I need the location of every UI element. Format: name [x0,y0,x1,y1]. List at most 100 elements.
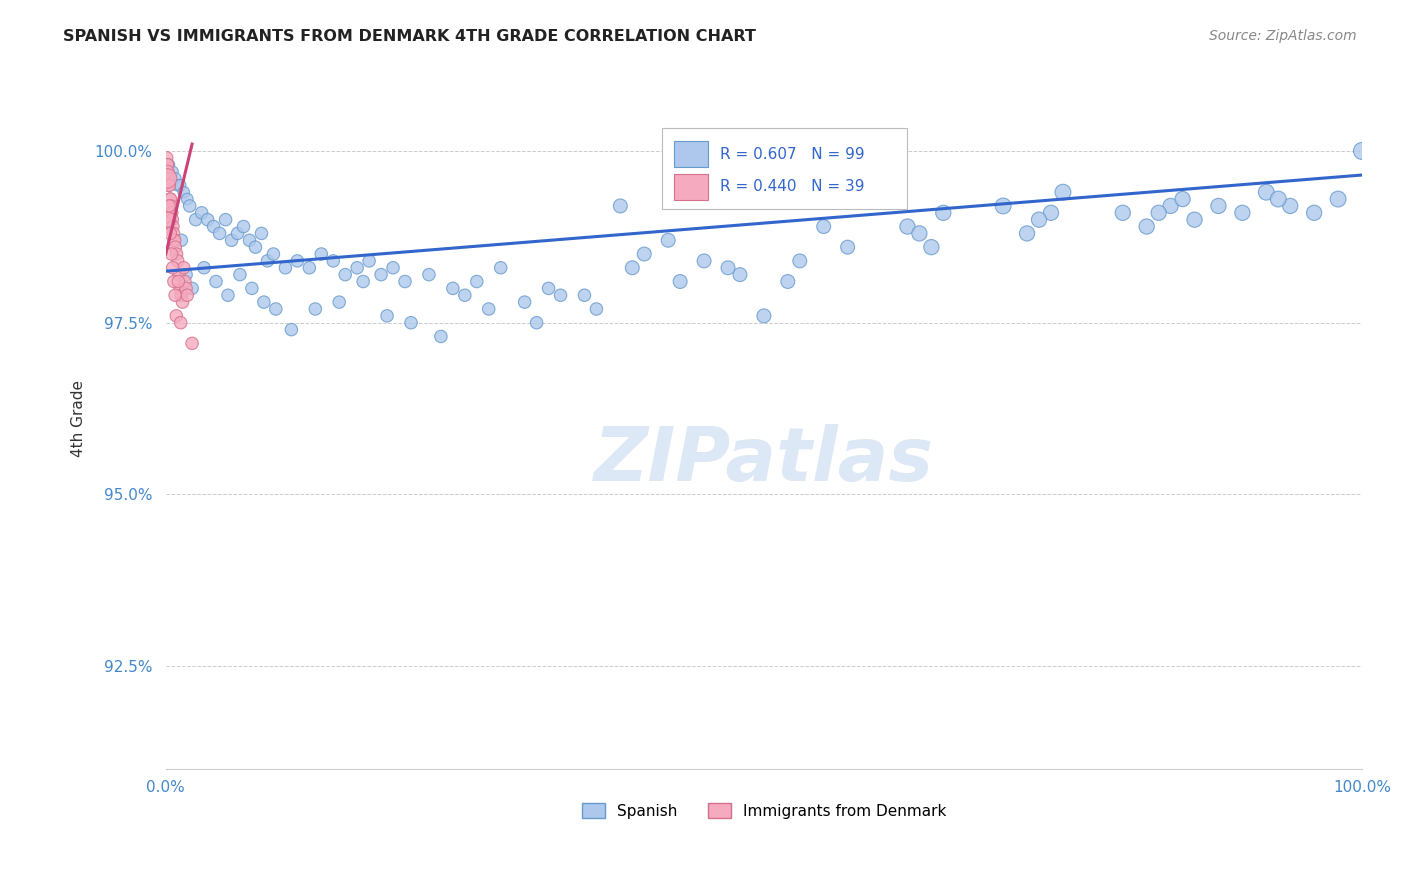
Point [214,212,236,227]
Point [280,323,302,337]
Point [352,275,374,289]
Point [359,253,381,268]
Point [418,268,440,282]
Point [156,171,179,186]
Point [370,268,392,282]
Point [1147,206,1170,220]
Point [245,240,267,254]
Point [1160,199,1182,213]
Point [169,281,191,295]
Point [1279,199,1302,213]
Point [717,260,740,275]
Point [166,247,188,261]
Y-axis label: 4th Grade: 4th Grade [72,380,86,458]
Point [253,295,276,310]
Point [1039,206,1062,220]
Point [274,260,297,275]
Point [693,253,716,268]
Point [157,199,180,213]
Point [382,260,405,275]
Point [217,288,239,302]
Point [1351,144,1374,158]
Point [311,247,333,261]
Point [184,212,207,227]
Point [872,192,894,206]
Point [208,227,231,241]
Point [170,316,193,330]
Point [285,253,308,268]
Bar [662,128,907,209]
Point [335,268,357,282]
Point [173,260,195,275]
Point [776,275,799,289]
Point [157,178,180,193]
Point [728,268,751,282]
Text: SPANISH VS IMMIGRANTS FROM DENMARK 4TH GRADE CORRELATION CHART: SPANISH VS IMMIGRANTS FROM DENMARK 4TH G… [63,29,756,44]
Text: R = 0.607   N = 99: R = 0.607 N = 99 [720,146,865,161]
Point [375,309,398,323]
Point [166,253,188,268]
Text: ZIPatlas: ZIPatlas [593,425,934,498]
Point [454,288,477,302]
Point [156,151,179,165]
Point [304,301,326,316]
Point [160,206,183,220]
Point [920,240,942,254]
Point [621,260,644,275]
Point [240,281,263,295]
Point [157,171,180,186]
Text: R = 0.440   N = 39: R = 0.440 N = 39 [720,179,865,194]
Point [157,212,180,227]
Point [1267,192,1289,206]
Point [170,288,193,302]
Point [169,178,191,193]
Point [170,233,193,247]
Point [156,158,179,172]
Point [181,336,204,351]
Point [193,260,215,275]
Point [156,158,179,172]
Point [165,240,187,254]
Point [908,227,931,241]
Point [173,185,195,199]
Point [1208,199,1230,213]
Point [991,199,1014,213]
Point [165,288,187,302]
Point [513,295,536,310]
Point [1112,206,1135,220]
Point [633,247,655,261]
Point [232,219,254,234]
Point [1136,219,1159,234]
Point [159,192,181,206]
Point [163,233,186,247]
Point [1052,185,1074,199]
Point [176,192,198,206]
Point [181,281,204,295]
Point [167,275,190,289]
Point [156,164,179,178]
Point [837,240,859,254]
Point [1028,212,1050,227]
Text: Source: ZipAtlas.com: Source: ZipAtlas.com [1209,29,1357,43]
Point [394,275,416,289]
Point [226,227,249,241]
Point [250,227,273,241]
Point [399,316,422,330]
Point [328,295,350,310]
Point [162,227,184,241]
Point [176,288,198,302]
Point [167,268,190,282]
Point [262,247,284,261]
Point [174,281,197,295]
Point [165,309,187,323]
Point [205,275,228,289]
Point [896,219,918,234]
Point [932,206,955,220]
Point [478,301,501,316]
Point [346,260,368,275]
Point [202,219,225,234]
Point [229,268,252,282]
Point [162,219,184,234]
Point [157,178,180,193]
Point [190,206,212,220]
